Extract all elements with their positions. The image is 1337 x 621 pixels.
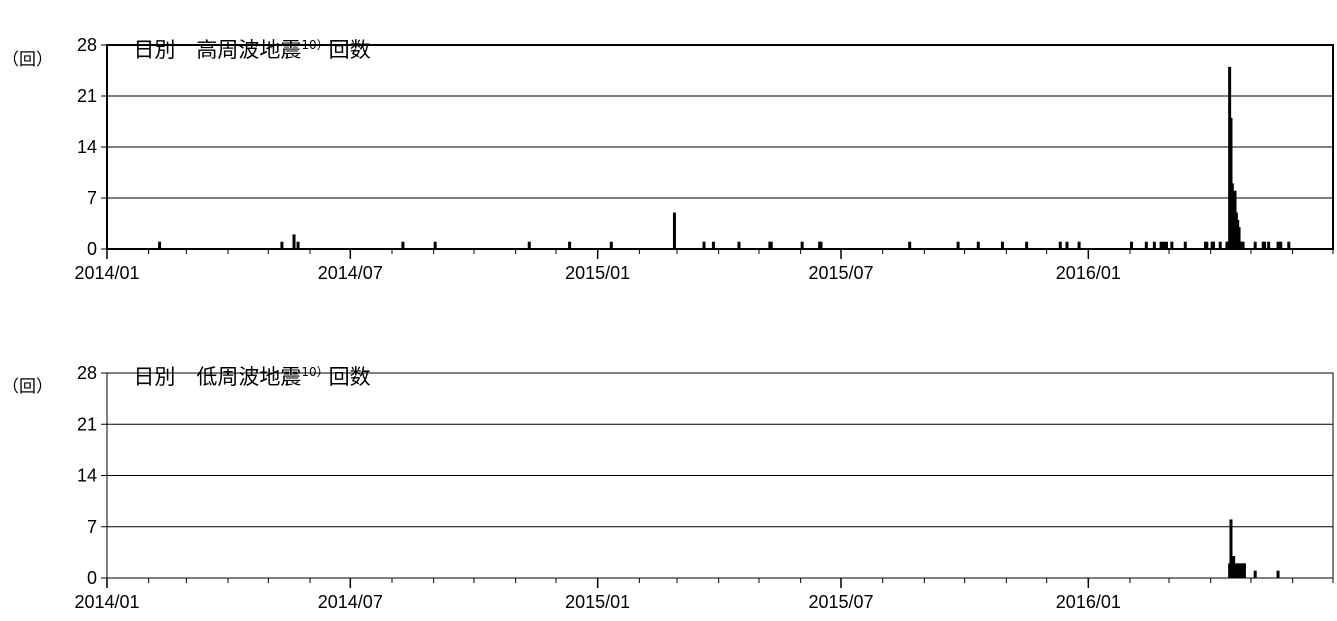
bar — [1058, 241, 1062, 249]
bar — [1152, 241, 1156, 249]
bar — [1183, 241, 1187, 249]
chart-title-suffix: 回数 — [328, 38, 371, 62]
bar — [1218, 241, 1222, 249]
x-tick-label: 2015/07 — [808, 263, 873, 283]
bar — [1212, 241, 1216, 249]
bar — [1000, 241, 1004, 249]
bar — [976, 241, 980, 249]
bar — [1077, 241, 1081, 249]
bar — [702, 241, 706, 249]
chart-title-ref: 10） — [301, 365, 329, 379]
y-tick-label: 14 — [77, 137, 97, 157]
bar — [1276, 241, 1280, 249]
x-tick-label: 2015/01 — [565, 592, 630, 612]
bar — [292, 234, 296, 249]
bar — [433, 241, 437, 249]
bar — [1242, 563, 1246, 578]
y-unit-label: （回） — [2, 377, 53, 397]
bar — [1267, 241, 1271, 249]
chart-title-high-frequency: 日別 高周波地震10）回数 — [120, 10, 371, 64]
x-tick-label: 2014/01 — [74, 592, 139, 612]
x-tick-label: 2014/01 — [74, 263, 139, 283]
bar — [672, 212, 676, 249]
bar — [1237, 227, 1241, 249]
bar — [1253, 570, 1257, 578]
y-tick-label: 21 — [77, 414, 97, 434]
y-tick-label: 7 — [87, 517, 97, 537]
bar — [1287, 241, 1291, 249]
x-tick-label: 2014/07 — [318, 263, 383, 283]
bar — [956, 241, 960, 249]
bar — [1159, 241, 1163, 249]
bar — [1229, 117, 1233, 249]
y-tick-label: 14 — [77, 466, 97, 486]
bar — [280, 241, 284, 249]
bar — [527, 241, 531, 249]
bar — [1279, 241, 1283, 249]
bar — [296, 241, 300, 249]
bar — [1164, 241, 1168, 249]
y-tick-label: 0 — [87, 239, 97, 259]
bar — [1065, 241, 1069, 249]
bar — [1130, 241, 1134, 249]
y-tick-label: 28 — [77, 35, 97, 55]
y-unit-label: （回） — [2, 50, 53, 70]
bar — [711, 241, 715, 249]
bar — [1144, 241, 1148, 249]
x-tick-label: 2016/01 — [1056, 263, 1121, 283]
bar — [737, 241, 741, 249]
bar — [908, 241, 912, 249]
y-tick-label: 28 — [77, 363, 97, 383]
bar — [1276, 570, 1280, 578]
y-tick-label: 0 — [87, 568, 97, 588]
bar — [1025, 241, 1029, 249]
bar — [401, 241, 405, 249]
x-tick-label: 2014/07 — [318, 592, 383, 612]
bar — [1253, 241, 1257, 249]
bar — [1162, 241, 1166, 249]
x-tick-label: 2016/01 — [1056, 592, 1121, 612]
bar — [800, 241, 804, 249]
x-tick-label: 2015/01 — [565, 263, 630, 283]
bar — [1263, 241, 1267, 249]
bar — [1229, 519, 1233, 578]
bar — [609, 241, 613, 249]
bar — [1241, 241, 1245, 249]
x-tick-label: 2015/07 — [808, 592, 873, 612]
y-tick-label: 7 — [87, 188, 97, 208]
bar — [158, 241, 162, 249]
y-tick-label: 21 — [77, 86, 97, 106]
bar — [568, 241, 572, 249]
chart-title-text: 日別 高周波地震 — [133, 38, 302, 62]
chart-title-suffix: 回数 — [328, 365, 371, 389]
chart-title-low-frequency: 日別 低周波地震10）回数 — [120, 337, 371, 391]
bar — [769, 241, 773, 249]
bar — [819, 241, 823, 249]
bar — [1205, 241, 1209, 249]
bar — [1170, 241, 1174, 249]
chart-title-text: 日別 低周波地震 — [133, 365, 302, 389]
